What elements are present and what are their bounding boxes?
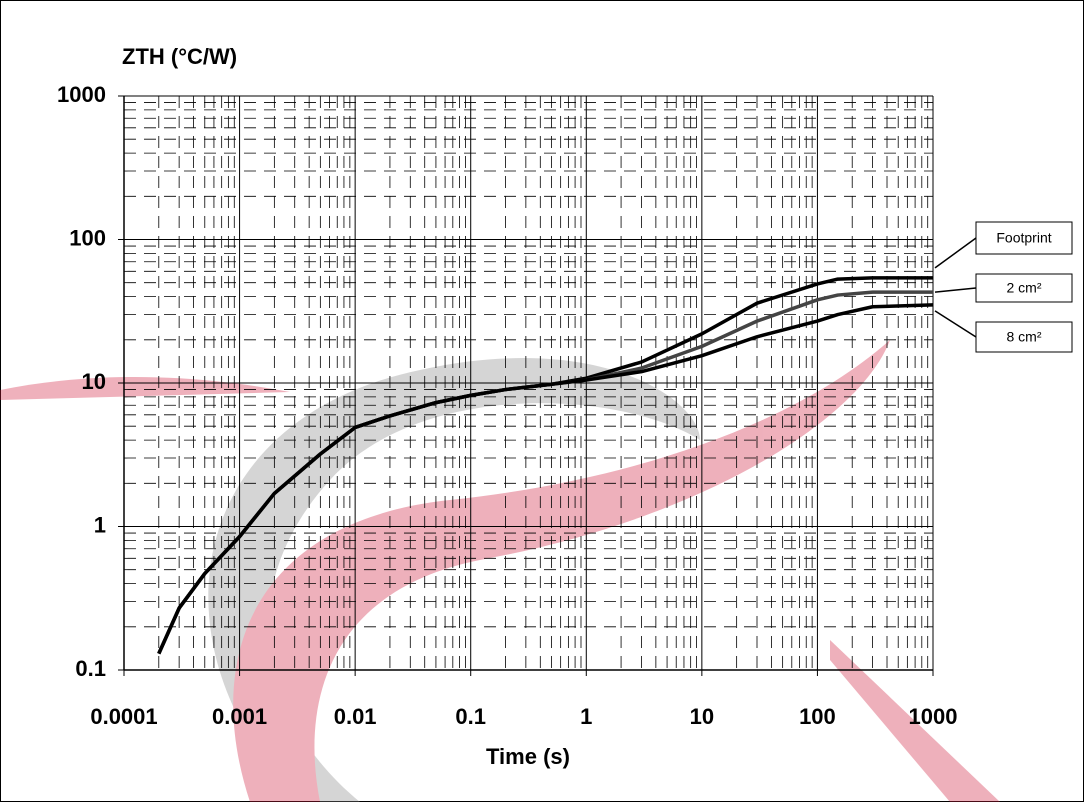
legend-leader [934, 287, 977, 293]
x-tick-label: 0.001 [212, 704, 267, 729]
x-tick-label: 0.01 [334, 704, 377, 729]
legend-label: 2 cm² [1007, 280, 1042, 296]
x-tick-label: 1000 [909, 704, 958, 729]
y-axis-label: ZTH (°C/W) [122, 44, 237, 69]
y-tick-label: 100 [69, 225, 106, 250]
x-axis-label: Time (s) [486, 744, 570, 769]
legend-box [975, 221, 1073, 255]
legend-box [975, 273, 1073, 303]
y-tick-label: 1000 [57, 82, 106, 107]
x-tick-label: 0.0001 [90, 704, 157, 729]
legend-box [975, 321, 1073, 353]
x-tick-label: 10 [690, 704, 714, 729]
x-tick-label: 1 [580, 704, 592, 729]
legend-leader [934, 310, 977, 338]
x-tick-label: 0.1 [455, 704, 486, 729]
legend-label: Footprint [996, 230, 1051, 246]
plot-area: 0.1 1 10 100 1000 0.0001 0.001 0.01 0.1 1 10 100 100… [57, 82, 957, 729]
legend-label: 8 cm² [1007, 329, 1042, 345]
series-line [157, 303, 934, 655]
y-tick-label: 1 [94, 512, 106, 537]
x-tick-label: 100 [799, 704, 836, 729]
y-tick-label: 10 [82, 369, 106, 394]
y-tick-label: 0.1 [75, 656, 106, 681]
legend-leader [934, 237, 977, 269]
